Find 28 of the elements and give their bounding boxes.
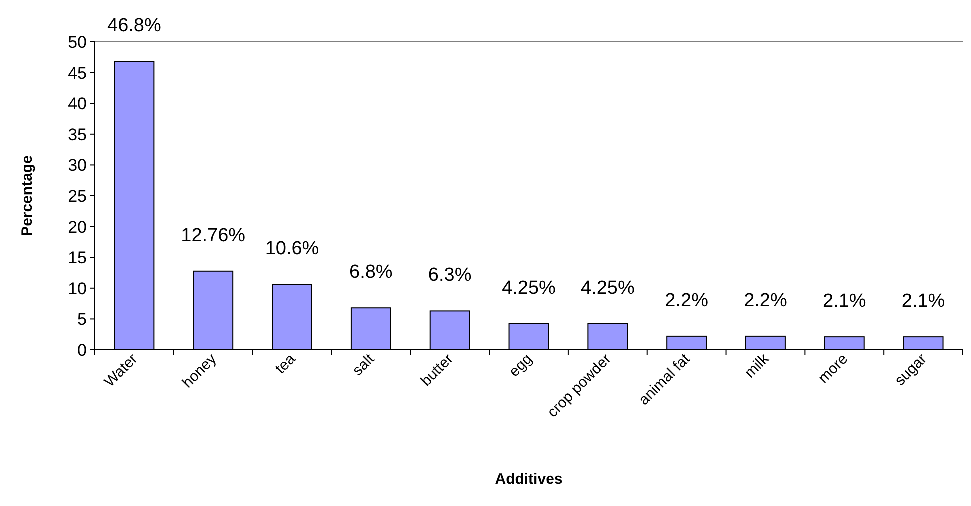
y-tick-label: 15 xyxy=(68,248,87,268)
x-tick-label: egg xyxy=(506,350,536,381)
data-label: 2.1% xyxy=(902,291,946,312)
x-tick-label: salt xyxy=(349,350,379,380)
y-tick-label: 10 xyxy=(68,279,87,298)
data-label: 12.76% xyxy=(181,225,246,246)
data-label: 4.25% xyxy=(502,278,556,299)
y-tick-label: 35 xyxy=(68,125,87,144)
y-tick-label: 0 xyxy=(78,340,87,360)
data-label: 4.25% xyxy=(580,278,635,299)
data-label: 2.2% xyxy=(665,290,709,312)
y-tick-label: 50 xyxy=(68,32,87,52)
data-label: 6.8% xyxy=(350,262,393,284)
x-axis-title: Additives xyxy=(495,471,563,488)
x-tick-label: milk xyxy=(742,350,773,382)
y-tick-label: 30 xyxy=(68,156,87,176)
y-tick-label: 25 xyxy=(68,186,87,206)
y-tick-label: 5 xyxy=(78,310,87,330)
y-tick-label: 20 xyxy=(68,218,87,237)
y-axis-title: Percentage xyxy=(19,156,36,236)
y-tick-label: 40 xyxy=(68,94,87,114)
y-tick-label: 45 xyxy=(68,64,87,83)
data-label: 2.2% xyxy=(744,290,788,312)
data-label: 46.8% xyxy=(108,16,162,37)
data-label: 10.6% xyxy=(265,238,320,260)
data-label: 2.1% xyxy=(822,291,866,312)
data-label: 6.3% xyxy=(428,265,472,286)
x-tick-label: tea xyxy=(272,350,300,378)
